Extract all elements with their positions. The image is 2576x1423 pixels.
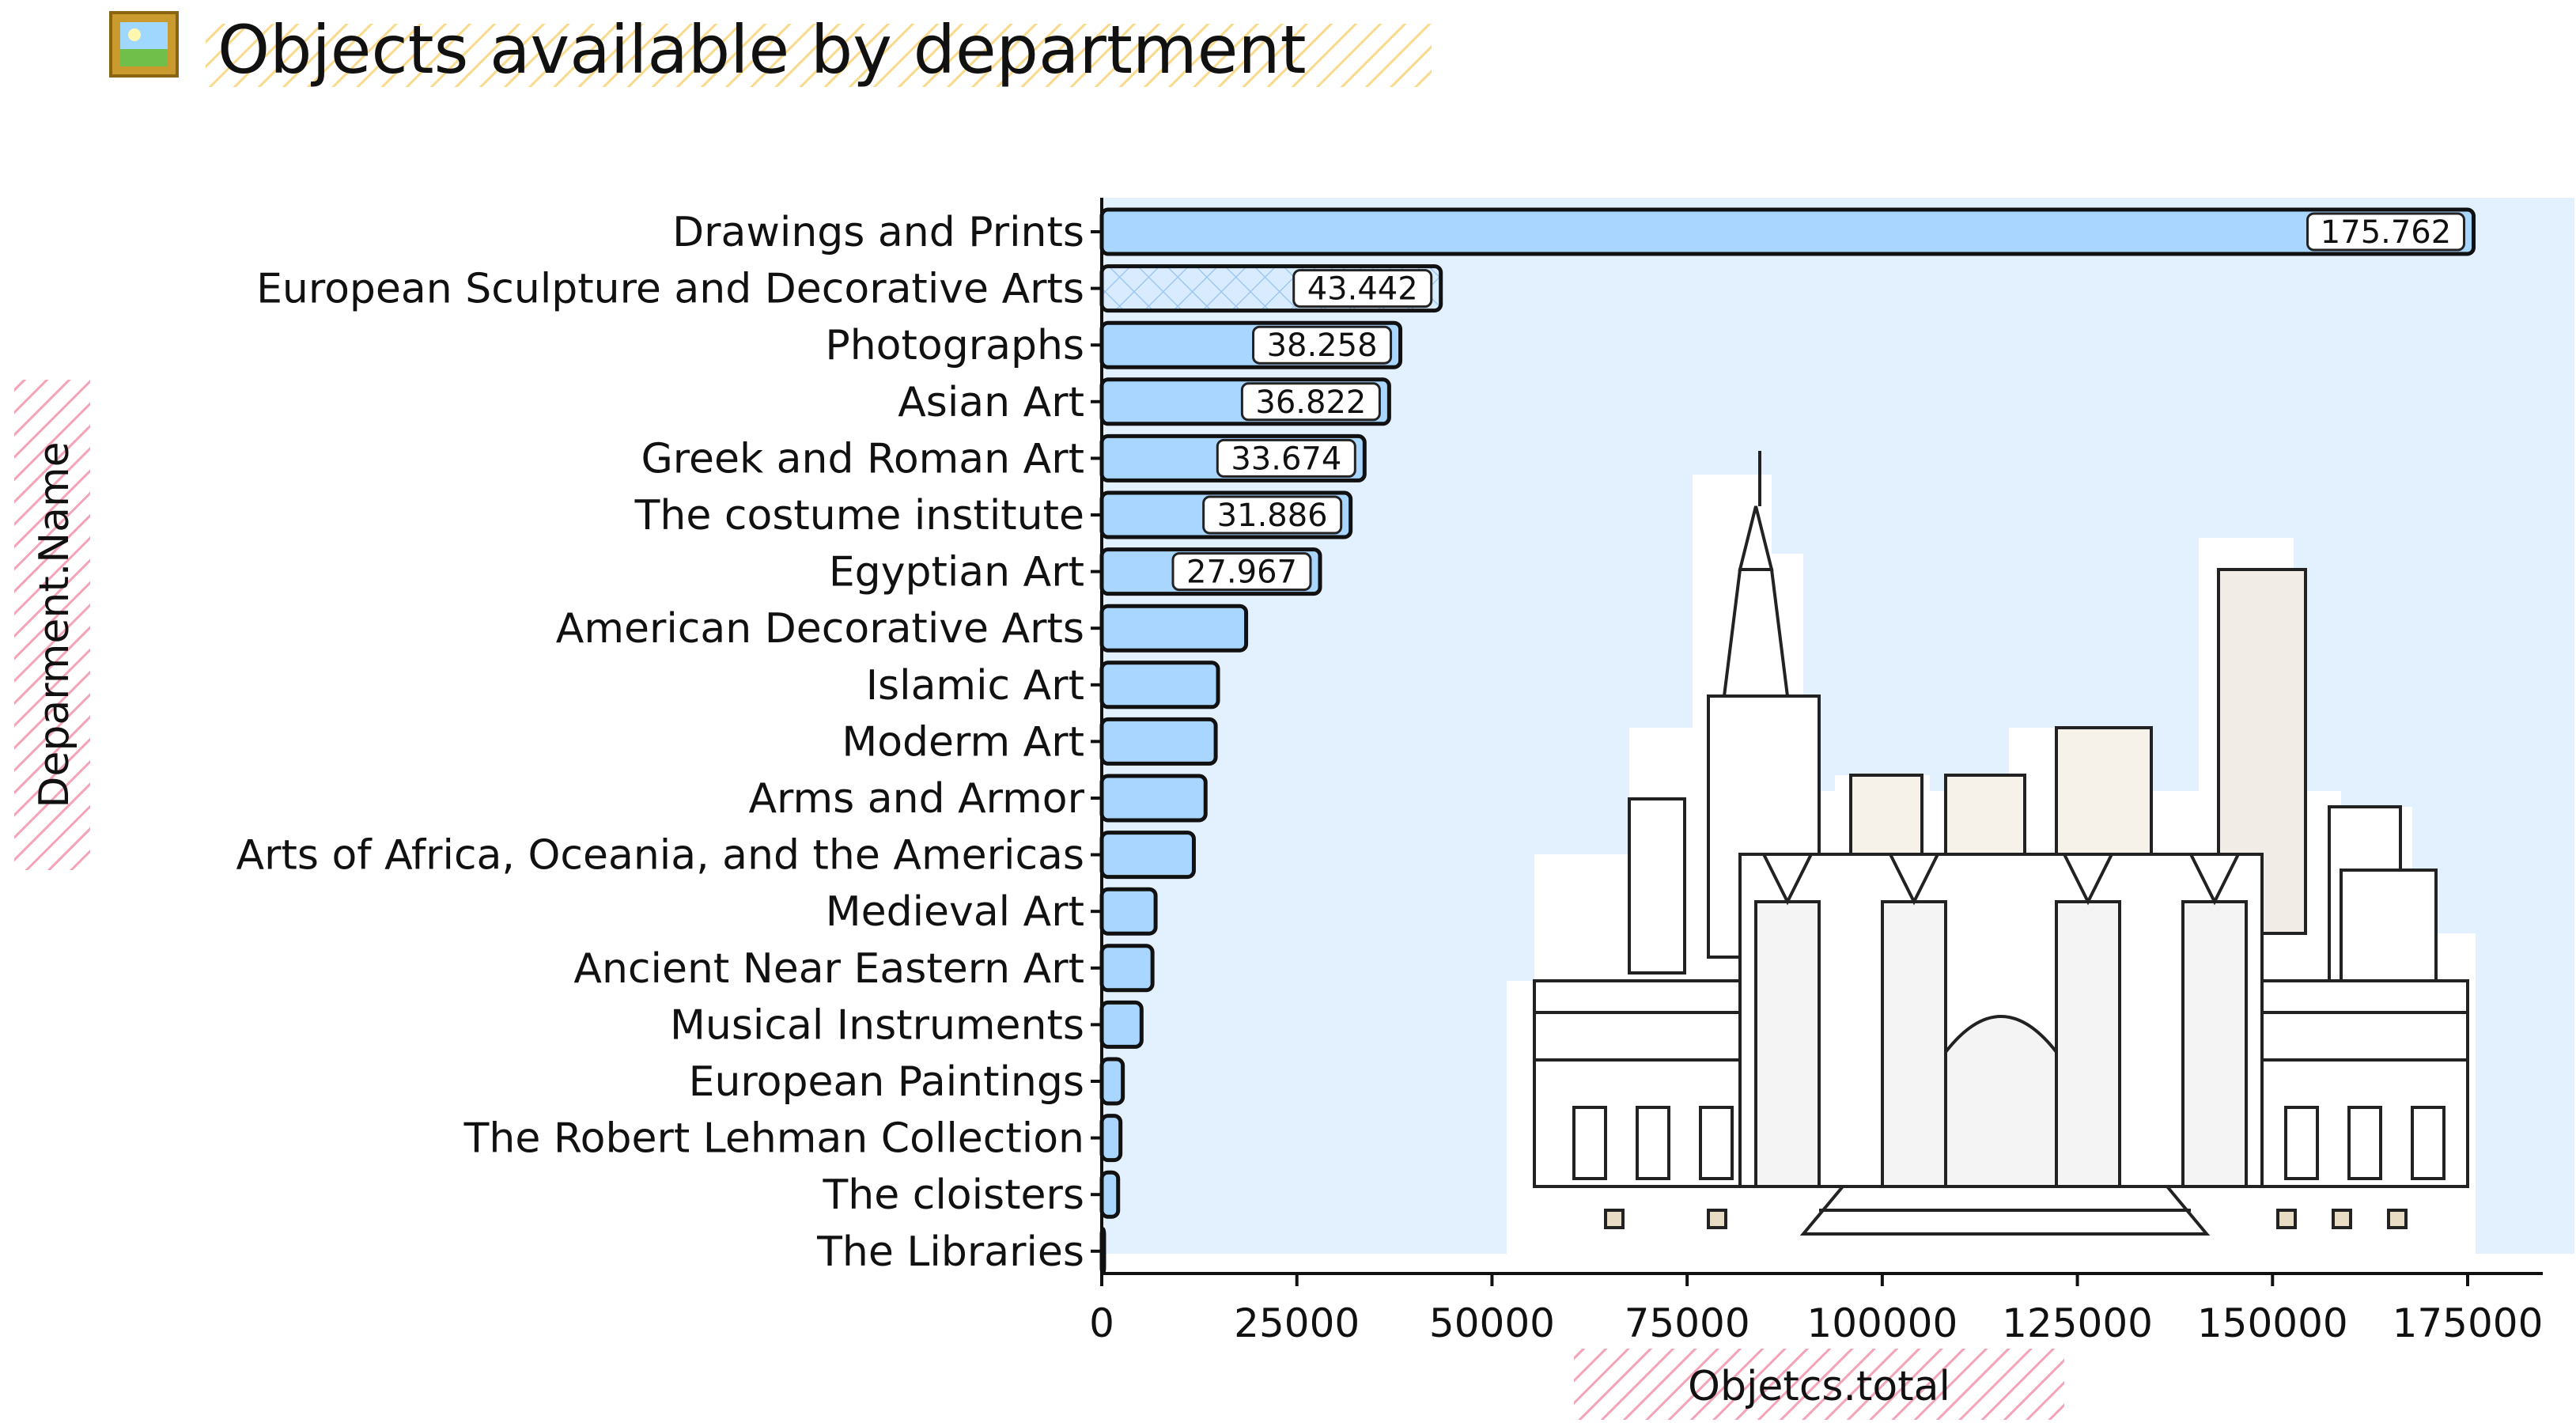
data-label-photographs: 38.258 [1252, 325, 1393, 365]
data-label-text: 31.886 [1217, 498, 1328, 534]
chart-title: Objects available by department [218, 11, 1307, 89]
x-tick-label: 25000 [1234, 1300, 1360, 1346]
data-label-box [1252, 325, 1393, 365]
data-label-asian-art: 36.822 [1240, 382, 1381, 422]
data-label-european-sculpture-and-decorative-arts: 43.442 [1292, 269, 1433, 308]
data-label-text: 38.258 [1267, 327, 1378, 364]
data-label-box [1292, 269, 1433, 308]
x-tick-label: 175000 [2393, 1300, 2544, 1346]
category-labels: Drawings and Prints European Sculpture an… [236, 209, 1102, 1276]
bar-drawings-and-prints [1099, 207, 2476, 256]
data-label-text: 175.762 [2321, 214, 2451, 251]
y-axis-title-highlight [14, 380, 90, 870]
data-label-text: 43.442 [1307, 271, 1418, 308]
data-label-the-costume-institute: 31.886 [1202, 495, 1343, 535]
category-label-islamic-art: Islamic Art [866, 662, 1084, 710]
data-label-text: 36.822 [1255, 384, 1366, 421]
x-axis-title-group: Objetcs.total [1574, 1349, 2064, 1420]
category-label-greek-and-roman-art: Greek and Roman Art [641, 435, 1084, 483]
category-label-medieval-art: Medieval Art [826, 888, 1084, 936]
bar-musical-instruments [1099, 1000, 1144, 1049]
category-label-european-paintings: European Paintings [689, 1058, 1084, 1106]
category-label-the-robert-lehman-collection: The Robert Lehman Collection [463, 1115, 1084, 1163]
category-label-european-sculpture-and-decorative-arts: European Sculpture and Decorative Arts [256, 266, 1084, 313]
chart-title-group: Objects available by department [109, 11, 1432, 89]
bar-ancient-near-eastern-art [1099, 944, 1155, 993]
bar-islamic-art [1099, 660, 1220, 710]
y-axis-title: Deparment.Name [31, 441, 78, 808]
category-label-moderm-art: Moderm Art [842, 718, 1084, 766]
y-axis-title-group: Deparment.Name [14, 380, 90, 870]
x-tick-label: 0 [1089, 1300, 1114, 1346]
bar-arts-of-africa-oceania-and-the-americas [1099, 831, 1196, 880]
x-tick-label: 50000 [1429, 1300, 1555, 1346]
category-label-egyptian-art: Egyptian Art [829, 549, 1084, 596]
x-axis-title-highlight [1574, 1349, 2064, 1420]
bar-arms-and-armor [1099, 774, 1208, 823]
category-label-photographs: Photographs [825, 322, 1084, 369]
museum-building-illustration [1507, 451, 2476, 1258]
bar-european-paintings [1099, 1057, 1125, 1106]
category-label-drawings-and-prints: Drawings and Prints [672, 209, 1084, 256]
x-tick-label: 125000 [2002, 1300, 2153, 1346]
x-axis-title: Objetcs.total [1688, 1363, 1950, 1410]
title-highlight [206, 24, 1432, 87]
framed-picture-icon [109, 11, 179, 78]
category-label-arms-and-armor: Arms and Armor [748, 775, 1084, 823]
data-label-box [2306, 212, 2466, 252]
category-label-the-libraries: The Libraries [816, 1228, 1084, 1276]
data-label-greek-and-roman-art: 33.674 [1216, 438, 1356, 478]
data-label-box [1202, 495, 1343, 535]
bar-american-decorative-arts [1099, 604, 1249, 653]
x-tick-label: 75000 [1625, 1300, 1750, 1346]
category-label-ancient-near-eastern-art: Ancient Near Eastern Art [573, 945, 1084, 993]
category-label-musical-instruments: Musical Instruments [670, 1001, 1084, 1049]
x-tick-label: 150000 [2197, 1300, 2348, 1346]
x-axis-ticks: 0 25000 50000 75000 100000 125000 150000 175000 [1089, 1274, 2543, 1346]
data-labels: 175.762 43.442 38.258 36.822 33.674 31.886 27.… [1171, 212, 2466, 592]
data-label-box [1216, 438, 1356, 478]
data-label-box [1240, 382, 1381, 422]
bar-the-robert-lehman-collection [1099, 1114, 1123, 1163]
bar-moderm-art [1099, 717, 1218, 766]
x-tick-label: 100000 [1806, 1300, 1958, 1346]
data-label-text: 33.674 [1231, 441, 1341, 477]
category-label-arts-of-africa-oceania-and-the-americas: Arts of Africa, Oceania, and the America… [236, 832, 1085, 880]
category-label-the-cloisters: The cloisters [823, 1171, 1084, 1219]
category-label-american-decorative-arts: American Decorative Arts [556, 605, 1084, 653]
category-label-the-costume-institute: The costume institute [634, 492, 1084, 539]
data-label-text: 27.967 [1186, 554, 1297, 591]
bar-the-cloisters [1099, 1170, 1121, 1219]
data-label-box [1171, 552, 1312, 592]
data-label-drawings-and-prints: 175.762 [2306, 212, 2466, 252]
bar-medieval-art [1099, 887, 1158, 936]
category-label-asian-art: Asian Art [898, 379, 1084, 426]
data-label-egyptian-art: 27.967 [1171, 552, 1312, 592]
